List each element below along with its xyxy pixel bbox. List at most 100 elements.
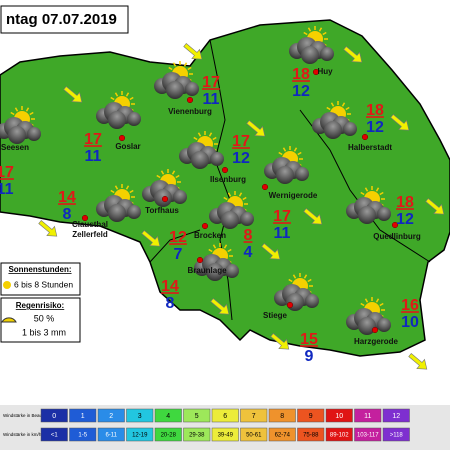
city-dot (161, 195, 169, 203)
wind-cell (97, 408, 125, 423)
weather-icon (209, 191, 254, 229)
kmh-value: 50-61 (246, 433, 262, 439)
sun-ray (322, 31, 327, 36)
kmh-value: >118 (390, 433, 404, 439)
sun-ray (288, 278, 293, 283)
city-name: Halberstadt (348, 143, 392, 152)
wind-cell (268, 427, 296, 442)
sun-title: Sonnenstunden: (8, 265, 71, 274)
sun-ray (110, 189, 115, 194)
sun-ray (318, 27, 323, 32)
cloud (221, 211, 239, 229)
temp-high: 14 (58, 189, 76, 206)
sun-ray (293, 147, 298, 152)
wind-cell (325, 427, 353, 442)
temp-high: 18 (366, 102, 384, 119)
sun-ray (242, 196, 247, 201)
sun-ray (172, 62, 177, 67)
wind-cell (211, 408, 239, 423)
beaufort-value: 12 (392, 413, 400, 420)
sun-ray (375, 187, 380, 192)
city-dot (81, 214, 89, 222)
wind-arrow (38, 220, 58, 237)
city-name: Clausthal (72, 220, 108, 229)
sun-ray (175, 174, 180, 179)
wind-cell (40, 427, 68, 442)
weather-icon (346, 186, 391, 224)
sun-ray (212, 136, 217, 141)
weather-icon (96, 184, 141, 222)
cloud (295, 167, 309, 181)
kmh-value: 103-117 (357, 433, 379, 439)
wind-cell (211, 427, 239, 442)
weather-icon (289, 26, 334, 64)
temp-high: 18 (292, 66, 310, 83)
rain-title: Regenrisiko: (16, 301, 64, 310)
wind-arrow (343, 46, 363, 63)
cloud (185, 82, 199, 96)
sun-ray (129, 189, 134, 194)
arrow-shape (270, 333, 290, 350)
weather-icon (264, 146, 309, 184)
temp-high: 12 (169, 229, 187, 246)
cloud (173, 190, 187, 204)
temp-high: 17 (273, 208, 291, 225)
sun-ray (168, 66, 173, 71)
city-dot (261, 183, 269, 191)
sun-ray (227, 192, 232, 197)
beaufort-value: 11 (364, 413, 371, 420)
beaufort-value: 2 (109, 413, 113, 420)
kmh-value: 29-38 (189, 433, 205, 439)
weather-icon (142, 169, 187, 207)
wind-cell (97, 427, 125, 442)
temp-high: 17 (84, 131, 102, 148)
city-name: Zellerfeld (72, 230, 108, 239)
city-dot (186, 96, 194, 104)
wind-cell (154, 427, 182, 442)
cloud (343, 122, 357, 136)
cloud (225, 264, 239, 278)
sun-ray (292, 274, 297, 279)
sun-ray (193, 136, 198, 141)
wind-cell (183, 427, 211, 442)
sun-ray (307, 278, 312, 283)
cloud (301, 46, 319, 64)
sun-ray (360, 191, 365, 196)
beaufort-value: 0 (52, 413, 56, 420)
wind-arrow (210, 298, 230, 315)
sun-ray (364, 187, 369, 192)
sun-ray (156, 174, 161, 179)
umbrella-icon (1, 317, 17, 323)
cloud (324, 121, 342, 139)
city-dot (221, 166, 229, 174)
sun-ray (125, 185, 130, 190)
cloud (276, 166, 294, 184)
sun-ray (208, 132, 213, 137)
temp-low: 4 (244, 244, 253, 261)
temp-low: 7 (174, 246, 183, 263)
city-dot (118, 134, 126, 142)
sun-value: 6 bis 8 Stunden (14, 279, 73, 289)
cloud (27, 127, 41, 141)
city-name: Wernigerode (269, 191, 318, 200)
sun-ray (238, 192, 243, 197)
sun-legend-box (0, 262, 81, 296)
cloud (377, 318, 391, 332)
wind-cell (154, 408, 182, 423)
wind-cell (69, 427, 97, 442)
wind-arrow (425, 198, 445, 215)
weather-icon (274, 273, 319, 311)
beaufort-value: 3 (138, 413, 142, 420)
sun-ray (208, 248, 213, 253)
sun-ray (341, 102, 346, 107)
weather-icon (179, 131, 224, 169)
cloud (305, 294, 319, 308)
wind-cell (240, 427, 268, 442)
cloud (108, 111, 126, 129)
temp-low: 12 (366, 119, 384, 136)
sun-ray (364, 298, 369, 303)
sun-ray (227, 248, 232, 253)
wind-arrow (270, 333, 290, 350)
kmh-value: 6-11 (105, 433, 117, 439)
